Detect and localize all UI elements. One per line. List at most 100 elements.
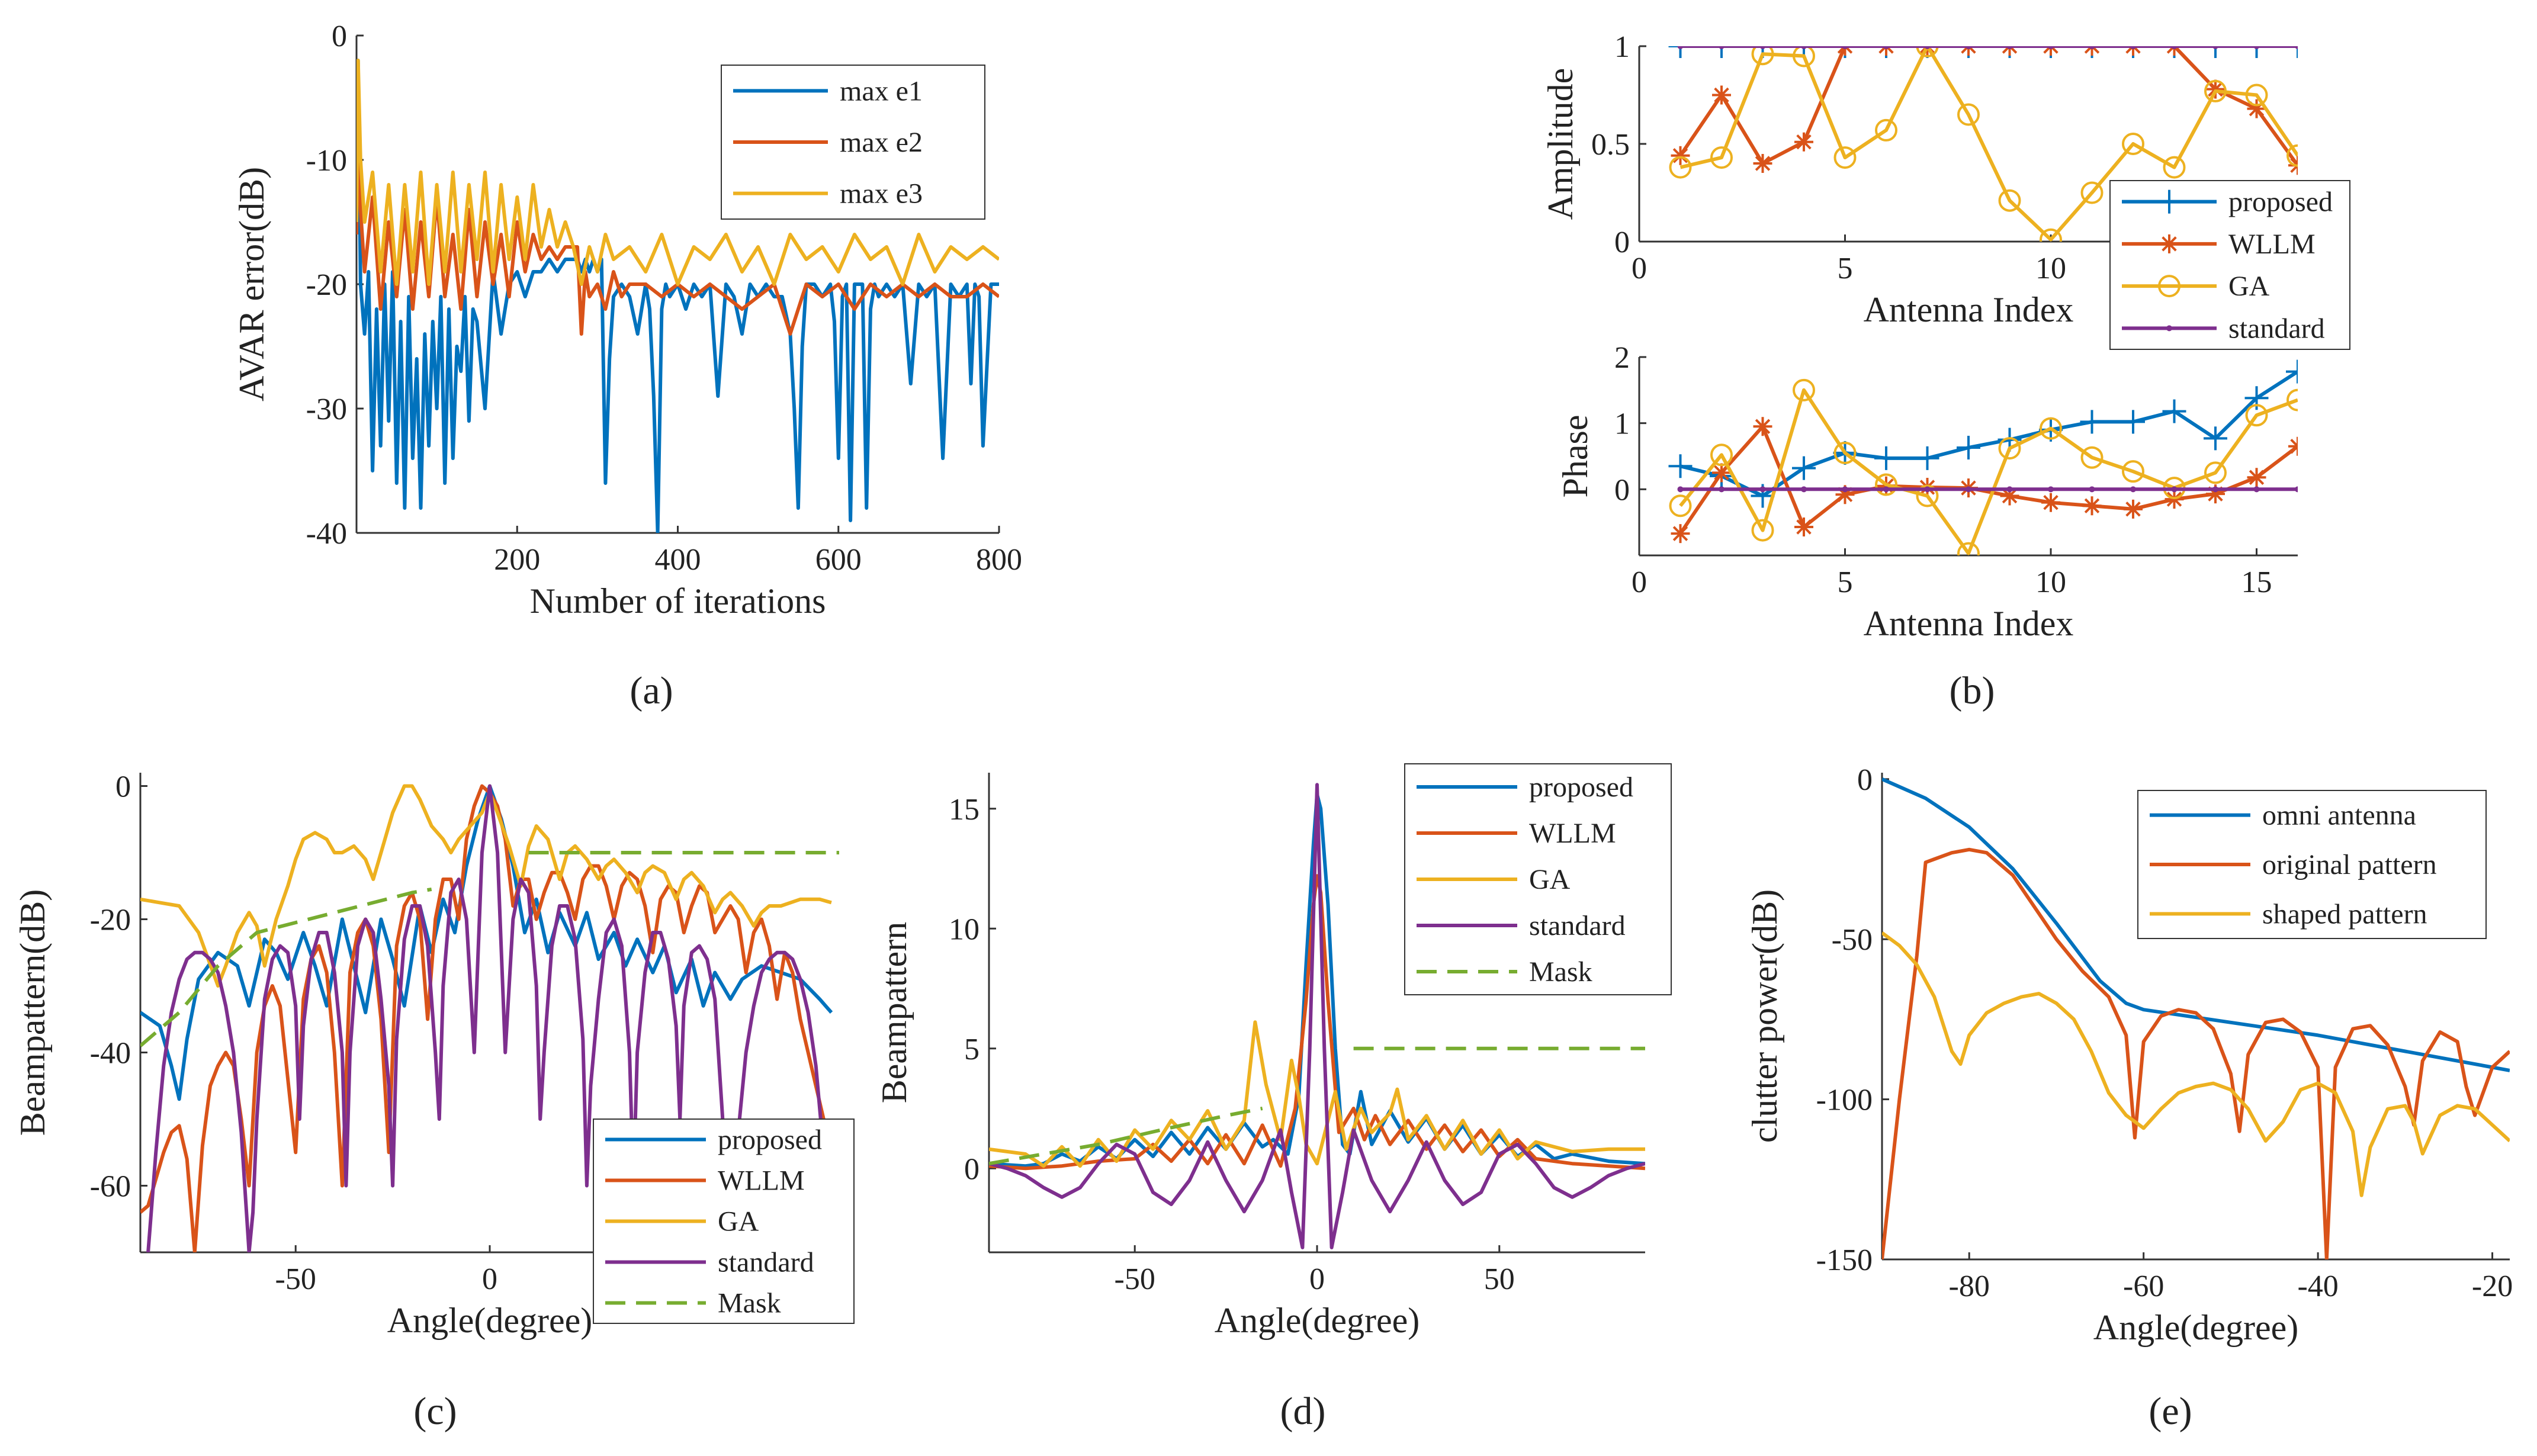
marker-b1-1-15-s2: [2290, 158, 2298, 168]
marker-b2-1-14-s3: [2249, 470, 2265, 485]
series-line-d-4: [989, 1046, 1645, 1166]
series-line-c-1: [140, 784, 833, 1252]
legend-entry-b1-2: GA: [2228, 271, 2270, 302]
series-group-d: [989, 783, 1645, 1249]
y-tick-label-e-0: 0: [1857, 763, 1873, 797]
marker-b2-3-6: [1924, 486, 1931, 493]
x-tick-label-d-0: -50: [1115, 1262, 1155, 1296]
y-tick-label-b1-2: 1: [1614, 30, 1630, 64]
legend-marker-b1-3: [2166, 325, 2172, 332]
x-tick-label-d-1: 0: [1309, 1262, 1325, 1296]
marker-b2-1-3-s3: [1796, 519, 1812, 535]
marker-b1-2-15: [2286, 144, 2298, 167]
marker-b1-1-8-s3: [2002, 46, 2012, 54]
marker-b2-2-11: [2122, 460, 2144, 483]
series-line-a-0: [357, 59, 999, 533]
x-tick-label-b1-1: 5: [1838, 252, 1853, 285]
marker-b1-2-9: [2040, 228, 2062, 242]
marker-b2-1-2-s3: [1755, 419, 1771, 434]
y-tick-label-d-0: 0: [964, 1152, 980, 1186]
x-axis-label-b2: Antenna Index: [1864, 604, 2074, 643]
marker-b1-3-12: [2171, 46, 2178, 49]
series-line-c-4: [140, 851, 839, 1047]
x-tick-label-a-0: 200: [494, 543, 540, 577]
chart-e: -80 -60 -40 -20 0 -50 -100 -150 Angle(degree) clu…: [1745, 763, 2513, 1347]
legend-entry-c-1: WLLM: [718, 1165, 805, 1197]
y-tick-label-a-1: -10: [306, 144, 347, 178]
marker-b1-3-6: [1924, 46, 1931, 49]
marker-b2-1-10-s3: [2084, 498, 2100, 513]
marker-b1-2-11: [2122, 133, 2144, 155]
series-line-d-3: [989, 783, 1645, 1249]
y-tick-label-c-0: 0: [115, 770, 131, 804]
series-line-b2-2: [1679, 388, 2298, 555]
x-axis-label-a: Number of iterations: [530, 581, 826, 621]
y-tick-label-a-4: -40: [306, 517, 347, 551]
marker-b1-2-13: [2204, 79, 2227, 102]
marker-b1-3-10: [2089, 46, 2095, 49]
marker-b2-2-8: [1998, 437, 2021, 460]
x-tick-label-d-2: 50: [1484, 1262, 1515, 1296]
legend-entry-b1-0: proposed: [2228, 187, 2333, 218]
legend-entry-d-2: GA: [1529, 864, 1571, 895]
y-tick-label-d-2: 10: [949, 912, 980, 946]
marker-b1-3-5: [1883, 46, 1889, 49]
marker-b1-1-7-s3: [1961, 46, 1970, 54]
marker-b2-3-12: [2171, 486, 2178, 493]
x-tick-label-b1-2: 10: [2035, 252, 2066, 285]
panel-label-e: (e): [2149, 1390, 2192, 1433]
marker-b1-2-12: [2163, 156, 2186, 179]
series-line-b2-0: [1679, 370, 2298, 498]
marker-b1-1-6-s3: [1919, 46, 1929, 54]
marker-b1-1-10-s3: [2084, 46, 2094, 54]
marker-b1-1-13-s3: [2208, 81, 2223, 97]
marker-b1-1-9-s2: [2049, 46, 2058, 54]
x-axis-label-d: Angle(degree): [1215, 1301, 1420, 1340]
legend-entry-d-4: Mask: [1529, 956, 1592, 988]
legend-b1: proposed WLLM GA standard: [2109, 180, 2350, 350]
legend-marker-b1-2: [2158, 275, 2180, 298]
marker-b2-2-15: [2286, 388, 2298, 412]
series-line-a-2: [357, 59, 999, 286]
marker-b1-2-8: [1998, 189, 2021, 212]
series-group-b1: [1668, 46, 2298, 242]
marker-b1-1-4-s2: [1843, 46, 1853, 54]
y-tick-label-c-2: -40: [90, 1037, 131, 1071]
y-tick-label-e-2: -100: [1816, 1084, 1873, 1117]
marker-b1-1-12-s3: [2166, 46, 2176, 54]
x-tick-label-e-2: -40: [2297, 1269, 2338, 1303]
legend-entry-a-1: max e2: [840, 127, 923, 158]
marker-b1-3-2: [1759, 46, 1766, 49]
marker-b1-2-1: [1710, 146, 1733, 169]
marker-b2-2-1: [1710, 443, 1733, 467]
marker-b1-1-5-s2: [1884, 46, 1894, 54]
marker-b1-1-12-s2: [2172, 46, 2182, 54]
marker-b2-3-13: [2212, 486, 2218, 493]
y-tick-label-a-0: 0: [332, 20, 347, 53]
marker-b1-2-2: [1751, 46, 1774, 66]
marker-b2-2-14: [2245, 404, 2268, 427]
y-tick-label-d-1: 5: [964, 1033, 980, 1066]
y-tick-label-c-1: -20: [90, 904, 131, 937]
legend-entry-b1-1: WLLM: [2228, 229, 2316, 260]
legend-entry-d-0: proposed: [1529, 772, 1633, 803]
marker-b1-1-15-s3: [2290, 163, 2298, 173]
marker-b1-3-11: [2130, 46, 2136, 49]
marker-b1-3-15: [2295, 46, 2298, 49]
series-line-a-1: [357, 96, 999, 336]
marker-b1-2-14: [2245, 83, 2268, 107]
x-tick-label-c-0: -50: [275, 1262, 316, 1296]
y-axis-label-b2: Phase: [1556, 415, 1595, 498]
marker-b2-2-13: [2204, 461, 2227, 484]
y-tick-label-b2-1: 1: [1614, 407, 1630, 441]
legend-entry-d-3: standard: [1529, 910, 1626, 941]
y-tick-label-c-3: -60: [90, 1170, 131, 1204]
marker-b1-3-3: [1801, 46, 1807, 49]
series-group-c: [140, 784, 839, 1252]
series-line-b2-1: [1679, 425, 2298, 535]
marker-b2-3-14: [2253, 486, 2260, 493]
marker-b2-1-0-s3: [1672, 526, 1688, 541]
y-axis-label-b1: Amplitude: [1541, 68, 1580, 220]
marker-b2-1-15-s3: [2290, 444, 2298, 454]
